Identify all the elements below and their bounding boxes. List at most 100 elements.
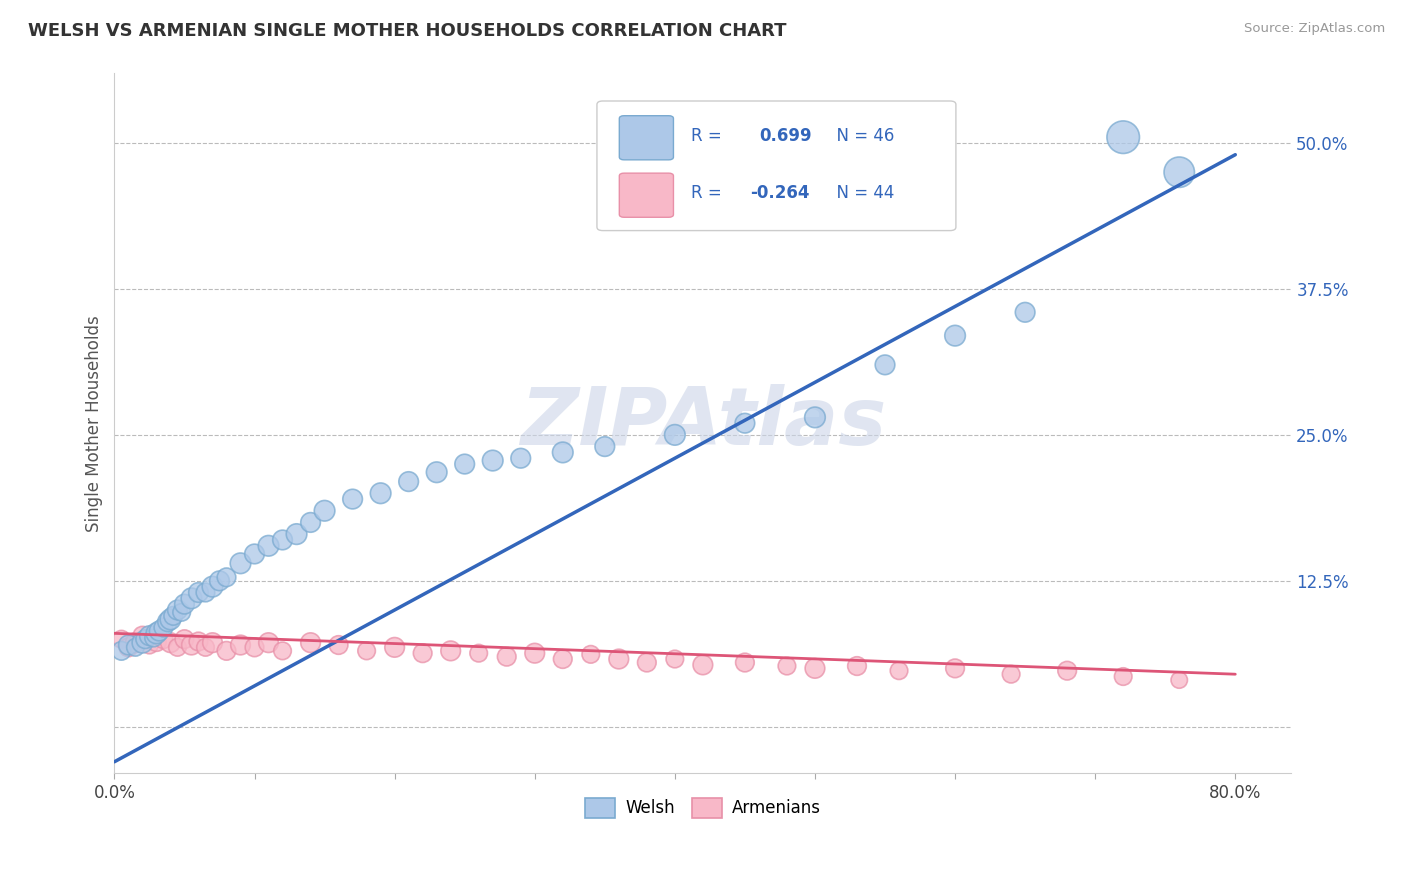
Point [187,634,209,648]
Point [551,652,574,666]
Text: WELSH VS ARMENIAN SINGLE MOTHER HOUSEHOLDS CORRELATION CHART: WELSH VS ARMENIAN SINGLE MOTHER HOUSEHOL… [28,22,786,40]
Point [356,644,378,658]
Point [180,591,202,606]
Point [412,646,434,660]
Point [124,635,146,649]
Point [1168,165,1191,179]
Text: R =: R = [692,185,727,202]
Point [271,533,294,547]
Point [1112,130,1135,145]
Text: R =: R = [692,127,727,145]
Point [145,626,167,640]
Point [166,640,188,655]
Point [215,570,238,584]
Point [523,646,546,660]
Point [454,457,477,471]
Point [398,475,420,489]
Point [299,516,322,530]
Point [384,640,406,655]
Point [201,635,224,649]
Point [138,638,160,652]
Point [208,574,231,588]
Point [943,661,966,675]
Point [117,638,139,652]
Point [804,410,827,425]
Point [370,486,392,500]
Point [887,664,910,678]
FancyBboxPatch shape [619,116,673,160]
Point [1168,673,1191,687]
Point [110,644,132,658]
Point [243,547,266,561]
Point [481,453,503,467]
Point [152,620,174,634]
Point [495,649,517,664]
Point [664,428,686,442]
Point [440,644,463,658]
Point [271,644,294,658]
Point [131,629,153,643]
Point [593,440,616,454]
Point [162,608,184,623]
Point [328,638,350,652]
Point [579,648,602,662]
Point [804,661,827,675]
Point [314,504,336,518]
Point [692,657,714,672]
Point [142,631,165,645]
Y-axis label: Single Mother Households: Single Mother Households [86,315,103,532]
Point [257,635,280,649]
Point [170,605,193,619]
Point [166,603,188,617]
Point [1056,664,1078,678]
Point [426,465,449,479]
Point [173,632,195,647]
Point [943,328,966,343]
Text: N = 46: N = 46 [827,127,894,145]
Text: -0.264: -0.264 [749,185,810,202]
Point [873,358,896,372]
Point [229,638,252,652]
Point [607,652,630,666]
Point [285,527,308,541]
Point [145,634,167,648]
Point [734,416,756,430]
Point [156,615,179,629]
Point [342,492,364,507]
Point [187,585,209,599]
Text: N = 44: N = 44 [827,185,894,202]
Point [131,635,153,649]
Point [117,640,139,655]
Legend: Welsh, Armenians: Welsh, Armenians [578,791,827,824]
Point [110,632,132,647]
Point [124,640,146,655]
Text: 0.699: 0.699 [759,127,813,145]
Point [134,632,156,647]
FancyBboxPatch shape [619,173,673,218]
Point [846,659,869,673]
Point [180,638,202,652]
Point [509,451,531,466]
Text: Source: ZipAtlas.com: Source: ZipAtlas.com [1244,22,1385,36]
Point [664,652,686,666]
Point [257,539,280,553]
Point [1014,305,1036,319]
Point [215,644,238,658]
Point [734,656,756,670]
Text: ZIPAtlas: ZIPAtlas [520,384,886,462]
Point [194,585,217,599]
Point [159,635,181,649]
Point [776,659,799,673]
FancyBboxPatch shape [598,101,956,230]
Point [138,629,160,643]
Point [243,640,266,655]
Point [636,656,658,670]
Point [1112,669,1135,683]
Point [299,635,322,649]
Point [551,445,574,459]
Point [148,624,170,638]
Point [159,612,181,626]
Point [194,640,217,655]
Point [1000,667,1022,681]
Point [467,646,489,660]
